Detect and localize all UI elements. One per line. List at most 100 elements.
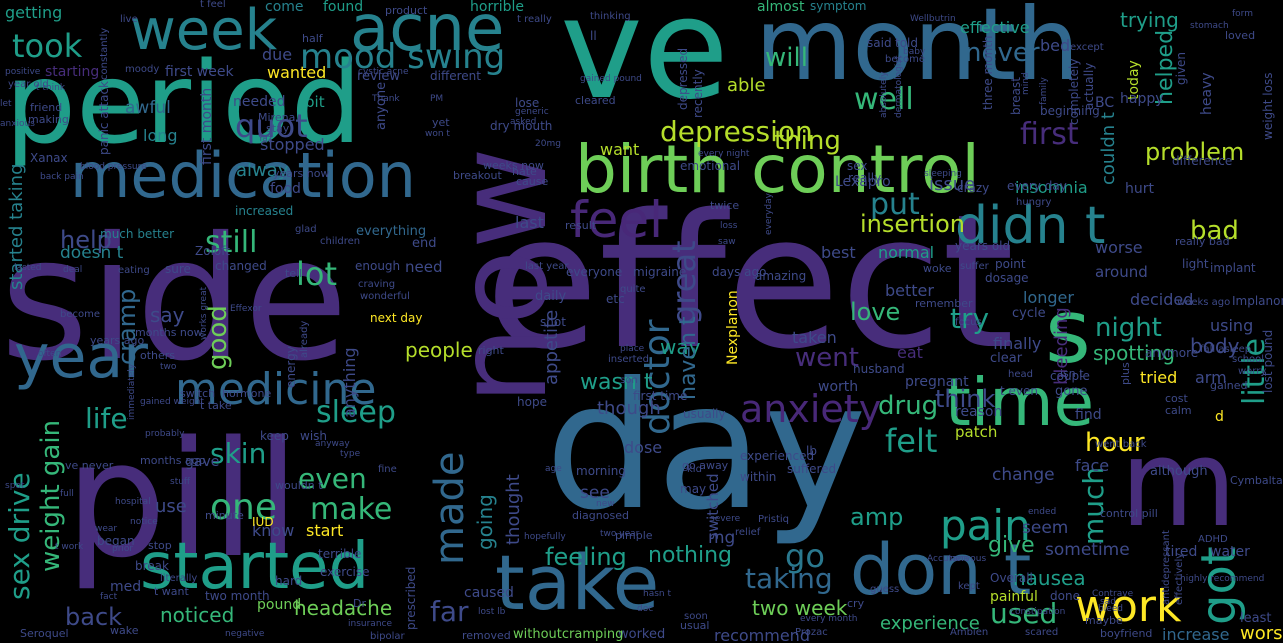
word-keep: keep — [260, 429, 289, 443]
word-anymore: anymore — [1145, 346, 1199, 360]
word-thing: thing — [774, 126, 841, 156]
word-nervous: nervous — [950, 554, 987, 564]
word-relief: relief — [735, 527, 761, 538]
word-even: even — [298, 462, 367, 495]
word-woke: woke — [923, 262, 952, 275]
word-hurt: hurt — [1125, 181, 1154, 197]
word-amazing: amazing — [755, 269, 807, 283]
word-given: given — [1174, 51, 1188, 85]
word-ve-never: ve never — [65, 459, 114, 472]
word-almost: almost — [757, 0, 805, 15]
word-20mg: 20mg — [535, 139, 561, 149]
word-deal: deal — [63, 265, 83, 275]
word-Effexor: Effexor — [230, 304, 262, 314]
word-ADHD: ADHD — [1198, 534, 1228, 545]
word-t-feel: t feel — [200, 0, 226, 10]
word-bleed: bleed — [1098, 604, 1124, 614]
word-blood-pressure: blood pressure — [80, 162, 147, 172]
word-dont: don t — [850, 529, 1032, 611]
word-t-really: t really — [517, 14, 552, 25]
word-absolutely: absolutely — [879, 71, 889, 118]
word-hopefully: hopefully — [524, 532, 566, 542]
word-went: went — [795, 343, 859, 373]
word-weeks-ago: weeks ago — [1177, 297, 1231, 308]
word-withoutcramping: withoutcramping — [513, 627, 624, 642]
word-worse: worse — [1095, 238, 1143, 257]
word-become-small: become — [60, 309, 101, 320]
word-water: water — [1210, 544, 1250, 560]
word-arm: arm — [1195, 368, 1227, 387]
word-bed: bed — [1040, 36, 1071, 55]
word-pound: pound — [257, 597, 302, 613]
word-days-ago: days ago — [712, 265, 767, 279]
word-drug: drug — [878, 391, 939, 421]
word-feeling: feeling — [545, 543, 627, 571]
word-anyone: anyone — [374, 81, 389, 130]
word-med: med — [110, 579, 142, 595]
word-wonderful: wonderful — [360, 291, 410, 302]
word-first-month: first month — [199, 87, 215, 165]
word-found: found — [323, 0, 364, 15]
word-twice: twice — [710, 199, 740, 212]
word-loved: loved — [1225, 29, 1256, 42]
word-two-month: two month — [205, 589, 270, 603]
word-live: live — [120, 14, 138, 25]
word-terrible: terrible — [318, 547, 362, 561]
word-come: come — [265, 0, 304, 15]
word-patch: patch — [955, 423, 998, 441]
word-probably: probably — [145, 429, 185, 439]
word-cystic-acne: cystic acne — [358, 67, 409, 77]
word-isnt: isn t — [1060, 367, 1084, 380]
word-m: m — [1120, 415, 1237, 554]
word-go-away: go away — [682, 459, 729, 472]
word-problem: problem — [1145, 138, 1245, 166]
word-dry-mouth: dry mouth — [490, 119, 553, 133]
word-lb: lb — [806, 444, 817, 458]
word-sometime: sometime — [1045, 540, 1130, 560]
word-next-day: next day — [370, 311, 423, 325]
word-heavy: heavy — [1199, 72, 1215, 115]
word-issue: issue — [929, 174, 976, 195]
word-mg: mg — [708, 528, 736, 548]
word-cycle: cycle — [1012, 306, 1046, 321]
word-tried: tried — [1140, 368, 1178, 387]
word-pain: pain — [940, 501, 1031, 550]
word-Wellbutrin: Wellbutrin — [910, 14, 956, 24]
word-maybe: maybe — [1085, 614, 1123, 627]
word-using: using — [1210, 316, 1254, 335]
word-light: light — [1182, 257, 1209, 271]
word-hasnt: hasn t — [643, 589, 672, 599]
word-experience: experience — [880, 613, 980, 634]
word-day: day — [545, 346, 867, 549]
word-love: love — [850, 298, 901, 326]
word-body: body — [1190, 334, 1240, 358]
word-see: see — [580, 483, 610, 503]
word-medication: medication — [70, 139, 416, 212]
word-loss: loss — [720, 221, 738, 231]
word-family: family — [1039, 77, 1049, 105]
word-t-work: t work — [55, 542, 84, 552]
word-stay: stay — [266, 122, 290, 135]
word-Implanon: Implanon — [1232, 294, 1283, 308]
word-made: made — [427, 451, 473, 565]
word-point: point — [995, 257, 1026, 271]
word-increase: increase — [1162, 625, 1230, 643]
word-form: form — [1232, 9, 1253, 19]
word-doesnt: doesn t — [60, 243, 124, 263]
word-seem: seem — [1022, 518, 1069, 538]
word-place: place — [620, 344, 645, 354]
word-cost: cost — [1165, 392, 1188, 405]
word-gained-weight: gained weight — [140, 397, 204, 407]
word-hard: hard — [275, 574, 303, 588]
word-making: making — [28, 113, 69, 126]
word-time: time — [945, 364, 1095, 441]
word-depressed: depressed — [676, 47, 690, 110]
word-hope: hope — [517, 395, 547, 409]
word-actually: actually — [1082, 62, 1096, 110]
word-Accutane: Accutane — [927, 554, 969, 564]
word-pregnant: pregnant — [905, 374, 969, 390]
word-nothing: nothing — [648, 543, 732, 568]
word-sad: sad — [1100, 597, 1116, 607]
word-ll: ll — [590, 29, 597, 43]
word-bipolar: bipolar — [370, 631, 405, 642]
